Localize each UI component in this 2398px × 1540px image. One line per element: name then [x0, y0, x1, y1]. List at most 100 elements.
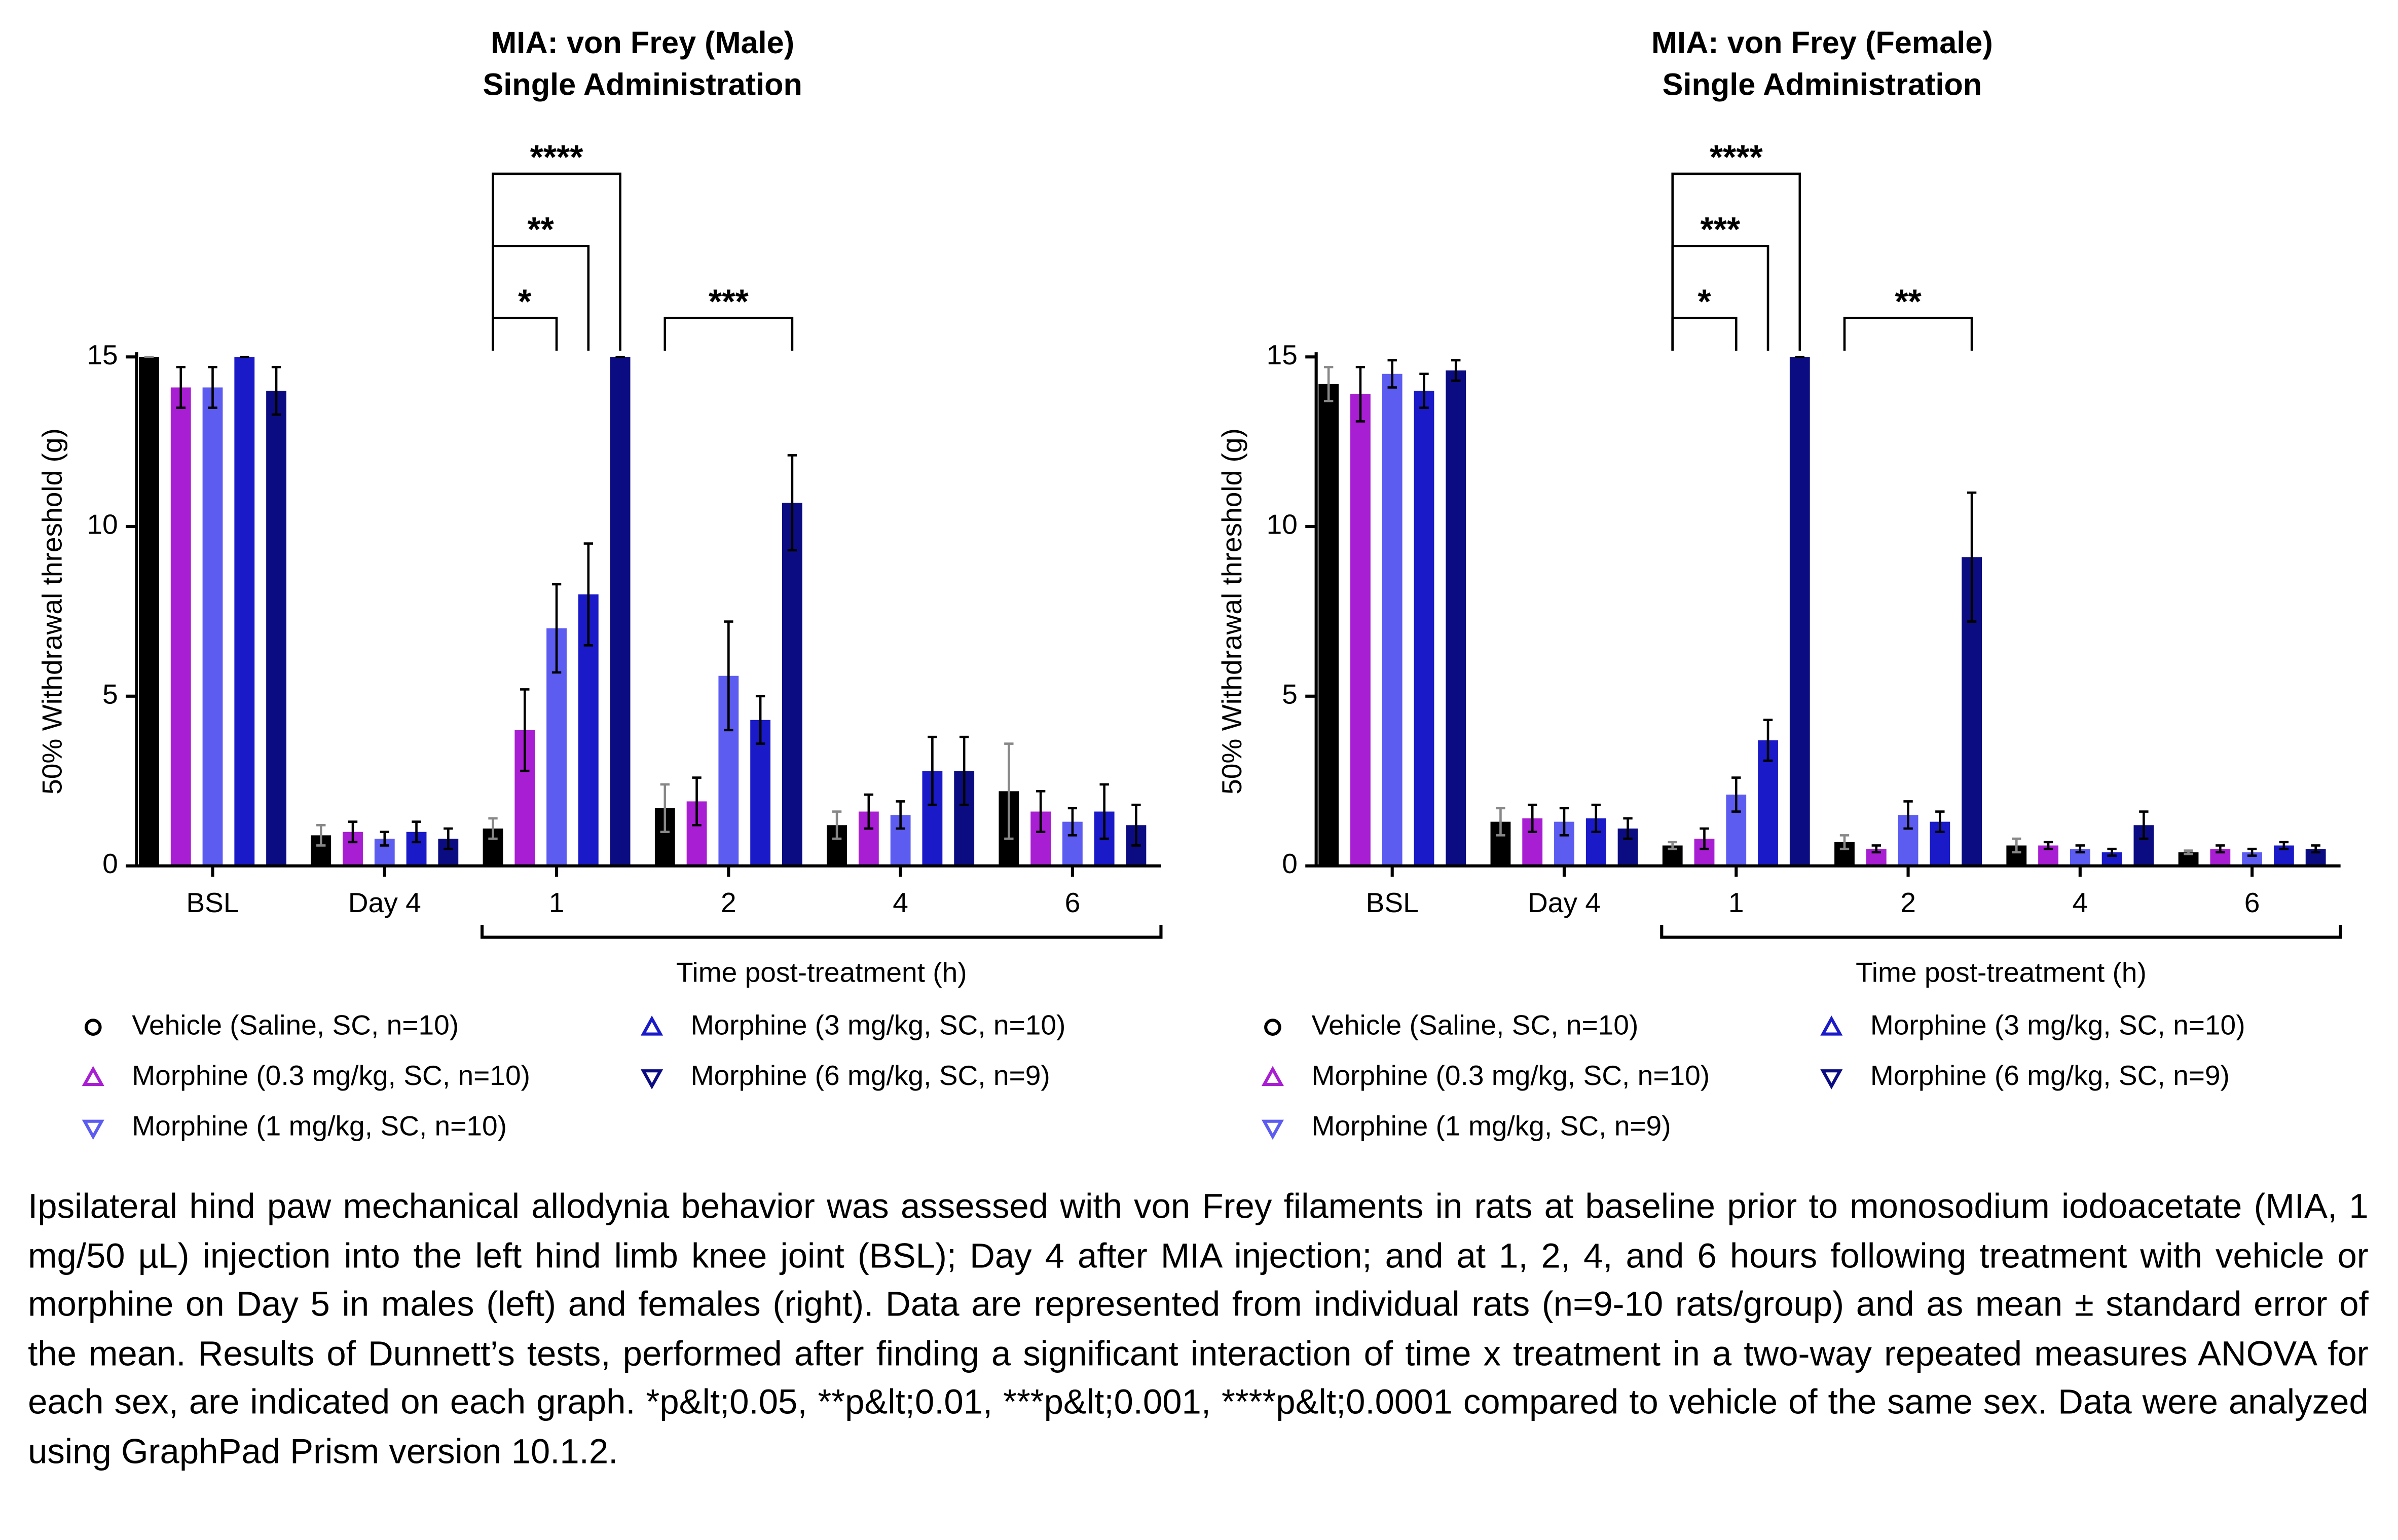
bar: [266, 391, 286, 866]
significance-bracket: [1671, 317, 1738, 351]
significance-label: **: [527, 211, 554, 249]
legend-marker: [1261, 1066, 1284, 1086]
legend-label: Morphine (0.3 mg/kg, SC, n=10): [132, 1060, 530, 1091]
legend-marker: [1261, 1119, 1284, 1140]
chart-title: MIA: von Frey (Female): [1651, 25, 1993, 60]
error-bar: [208, 366, 217, 409]
significance-label: *: [518, 283, 532, 321]
y-tick-label: 5: [1282, 678, 1298, 709]
bar: [610, 357, 631, 866]
legend-marker: [1820, 1069, 1843, 1090]
x-tick-label: Day 4: [348, 887, 421, 918]
legend-label: Vehicle (Saline, SC, n=10): [1311, 1009, 1638, 1041]
bar: [139, 357, 159, 866]
error-bar: [316, 824, 326, 847]
legend-label: Morphine (6 mg/kg, SC, n=9): [1870, 1060, 2230, 1091]
error-bar: [488, 817, 498, 840]
significance-bracket: [1671, 172, 1801, 351]
x-tick-label: BSL: [1366, 887, 1419, 918]
error-bar: [959, 735, 969, 806]
error-bar: [724, 620, 733, 732]
chart-subtitle: Single Administration: [1663, 67, 1982, 102]
legend-label: Morphine (1 mg/kg, SC, n=9): [1311, 1110, 1671, 1142]
significance-bracket: [663, 317, 794, 351]
legend-label: Morphine (3 mg/kg, SC, n=10): [691, 1009, 1066, 1041]
x-tick-label: BSL: [186, 887, 239, 918]
error-bar: [1323, 366, 1334, 402]
legend-marker: [82, 1066, 104, 1086]
legend-label: Vehicle (Saline, SC, n=10): [132, 1009, 459, 1041]
error-bar: [787, 454, 797, 552]
error-bar: [2139, 810, 2149, 840]
y-axis-label: 50% Withdrawal threshold (g): [36, 428, 68, 795]
error-bar: [1731, 776, 1741, 813]
bar: [1446, 370, 1466, 866]
error-bar: [583, 542, 594, 647]
bar: [782, 503, 802, 866]
error-bar: [1355, 366, 1366, 423]
x-tick-label: 6: [2244, 887, 2260, 918]
y-tick-label: 15: [87, 339, 118, 370]
error-bar: [1559, 807, 1569, 837]
error-bar: [176, 366, 186, 409]
y-tick-label: 10: [87, 509, 118, 540]
error-bar: [1004, 742, 1014, 840]
error-bar: [864, 793, 874, 830]
error-bar: [1067, 807, 1078, 837]
significance-label: **: [1895, 283, 1922, 321]
error-bar: [928, 735, 937, 806]
caption: Ipsilateral hind paw mechanical allodyni…: [28, 1187, 2369, 1471]
error-bar: [2311, 844, 2320, 854]
chart-title: MIA: von Frey (Male): [491, 25, 794, 60]
figure: MIA: von Frey (Male) Single Administratio…: [36, 25, 2342, 1142]
legend-marker: [641, 1015, 663, 1036]
legend-label: Morphine (0.3 mg/kg, SC, n=10): [1311, 1060, 1710, 1091]
error-bar: [2107, 847, 2117, 857]
bar: [234, 357, 255, 866]
x-axis-label: Time post-treatment (h): [676, 957, 967, 988]
bar: [1414, 391, 1434, 866]
error-bar: [1496, 807, 1505, 837]
error-bar: [1763, 719, 1773, 762]
error-bar: [520, 688, 530, 772]
x-tick-label: 2: [1900, 887, 1916, 918]
significance-bracket: [492, 245, 590, 351]
x-bracket: [481, 925, 1163, 939]
error-bar: [1935, 810, 1945, 833]
x-tick-label: 1: [1728, 887, 1744, 918]
error-bar: [551, 583, 562, 674]
y-tick-label: 10: [1267, 509, 1298, 540]
x-tick-label: 6: [1065, 887, 1081, 918]
x-tick-label: 4: [893, 887, 908, 918]
chart-subtitle: Single Administration: [483, 67, 802, 102]
x-tick-label: 4: [2072, 887, 2088, 918]
significance-label: ***: [1701, 211, 1741, 249]
significance-bracket: [492, 317, 558, 351]
error-bar: [348, 820, 358, 844]
error-bar: [660, 783, 670, 833]
x-tick-label: 1: [549, 887, 565, 918]
error-bar: [2075, 844, 2085, 854]
significance-bracket: [1843, 317, 1973, 351]
error-bar: [692, 776, 702, 827]
error-bar: [1131, 803, 1141, 847]
error-bar: [2043, 841, 2053, 850]
significance-label: ****: [530, 138, 584, 176]
y-tick-label: 0: [102, 848, 118, 879]
x-bracket: [1660, 925, 2342, 939]
legend-label: Morphine (6 mg/kg, SC, n=9): [691, 1060, 1050, 1091]
error-bar: [271, 366, 281, 416]
x-tick-label: 2: [721, 887, 736, 918]
error-bar: [1419, 372, 1429, 409]
error-bar: [1623, 817, 1633, 840]
error-bar: [1451, 359, 1461, 382]
legend-marker: [84, 1019, 102, 1036]
legend-marker: [1820, 1015, 1843, 1036]
error-bar: [2216, 844, 2225, 854]
error-bar: [896, 800, 905, 830]
error-bar: [1528, 803, 1537, 833]
bar: [170, 387, 191, 866]
error-bar: [2012, 837, 2021, 854]
significance-label: ***: [709, 283, 749, 321]
